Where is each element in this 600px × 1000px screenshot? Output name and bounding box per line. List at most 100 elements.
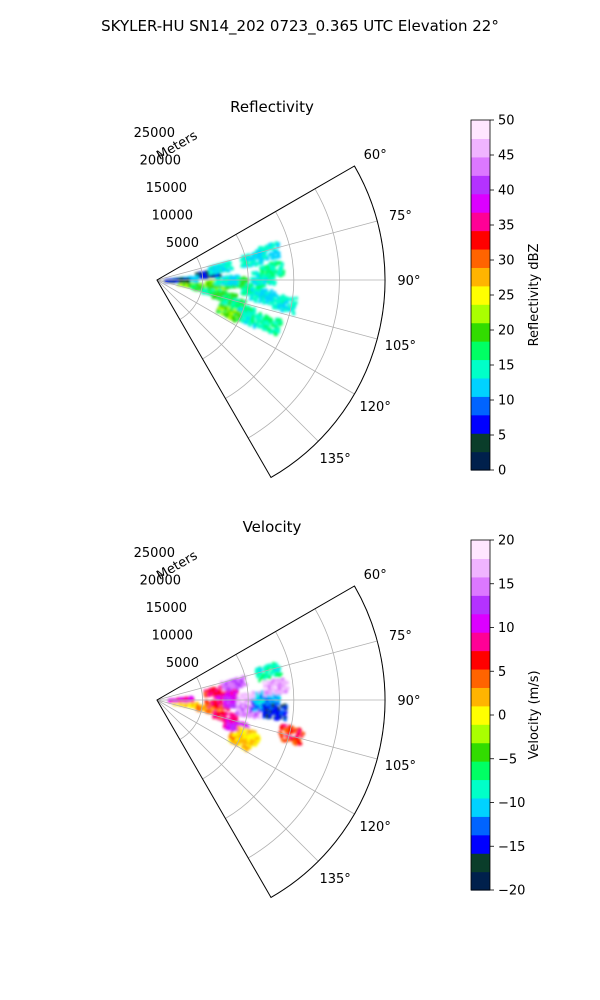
echo-gate <box>265 265 269 268</box>
echo-gate <box>242 701 246 704</box>
echo-gate <box>235 711 239 715</box>
echo-gate <box>240 721 244 725</box>
echo-gate <box>274 688 278 692</box>
echo-gate <box>221 306 225 309</box>
echo-gate <box>224 267 227 271</box>
echo-gate <box>245 693 249 697</box>
echo-gate <box>194 287 198 291</box>
echo-gate <box>257 697 261 701</box>
echo-gate <box>230 725 234 729</box>
echo-gate <box>234 692 238 696</box>
echo-gate <box>237 684 241 688</box>
echo-gate <box>222 262 226 265</box>
azimuth-tick-label: 105° <box>385 759 416 774</box>
echo-gate <box>294 742 298 746</box>
echo-gate <box>267 321 271 325</box>
echo-gate <box>281 303 285 307</box>
echo-gate <box>180 277 184 281</box>
echo-gate <box>230 285 234 289</box>
echo-gate <box>256 253 260 257</box>
echo-gate <box>175 280 179 284</box>
echo-gate <box>217 263 221 267</box>
echo-gate <box>234 738 238 742</box>
echo-gate <box>254 714 258 718</box>
echo-gate <box>237 712 241 716</box>
echo-gate <box>271 253 275 257</box>
echo-gate <box>196 704 199 708</box>
echo-gate <box>255 693 259 697</box>
echo-gate <box>176 278 180 281</box>
echo-gate <box>287 297 291 301</box>
echo-gate <box>227 707 230 711</box>
echo-gate <box>271 301 275 305</box>
echo-gate <box>288 308 292 312</box>
echo-gate <box>259 692 263 696</box>
echo-gate <box>282 685 286 689</box>
azimuth-gridline <box>156 279 355 395</box>
echo-gate <box>267 267 271 271</box>
echo-gate <box>299 731 303 734</box>
echo-gate <box>251 285 255 289</box>
echo-gate <box>233 678 237 682</box>
echo-gate <box>262 711 266 715</box>
echo-gate <box>292 737 296 741</box>
echo-gate <box>274 709 278 713</box>
echo-gate <box>195 275 199 278</box>
echo-gate <box>225 314 229 318</box>
echo-gate <box>277 687 281 691</box>
echo-gate <box>263 677 267 681</box>
echo-gate <box>261 266 265 270</box>
echo-gate <box>211 707 215 711</box>
echo-gate <box>208 281 212 285</box>
echo-gate <box>256 274 260 278</box>
echo-gate <box>210 692 214 696</box>
echo-gate <box>285 730 289 734</box>
echo-gate <box>279 732 283 736</box>
echo-gate <box>176 699 180 703</box>
echo-gate <box>265 669 269 673</box>
echo-gate <box>250 277 254 281</box>
colorbar-segment <box>471 267 490 287</box>
echo-gate <box>239 678 243 682</box>
azimuth-gridline <box>156 699 319 862</box>
echo-gate <box>270 320 274 324</box>
echo-gate <box>243 706 247 710</box>
colorbar-label: Velocity (m/s) <box>527 670 542 759</box>
echo-gate <box>222 312 226 316</box>
echo-gate <box>259 676 263 680</box>
echo-gate <box>247 739 251 743</box>
panel-title: Reflectivity <box>230 98 314 116</box>
echo-gate <box>276 299 280 303</box>
echo-gate <box>274 717 277 721</box>
echo-gate <box>243 692 247 696</box>
echo-gate <box>276 670 280 674</box>
echo-gate <box>274 668 278 672</box>
azimuth-tick-label: 75° <box>389 629 412 644</box>
echo-gate <box>242 694 246 698</box>
echo-gate <box>249 263 253 266</box>
echo-gate <box>229 735 233 739</box>
echo-gate <box>241 704 245 708</box>
echo-gate <box>258 279 262 283</box>
colorbar-segment <box>471 705 490 725</box>
echo-gate <box>283 724 287 728</box>
echo-gate <box>177 277 181 281</box>
echo-gate <box>222 276 226 280</box>
colorbar-segment <box>471 341 490 361</box>
colorbar-segment <box>471 853 490 873</box>
echo-gate <box>215 704 219 708</box>
echo-gate <box>264 277 268 281</box>
echo-gate <box>248 323 252 327</box>
echo-gate <box>271 247 275 251</box>
echo-gate <box>227 269 231 273</box>
echo-gate <box>224 284 228 288</box>
echo-gate <box>276 678 280 682</box>
echo-gate <box>241 300 245 304</box>
echo-gate <box>263 681 267 684</box>
echo-gate <box>260 282 264 286</box>
azimuth-tick-label: 120° <box>360 400 391 415</box>
colorbar-tick-label: 5 <box>498 665 506 680</box>
echo-gate <box>220 717 224 721</box>
azimuth-gridline <box>156 279 378 340</box>
echo-gate <box>274 320 278 324</box>
